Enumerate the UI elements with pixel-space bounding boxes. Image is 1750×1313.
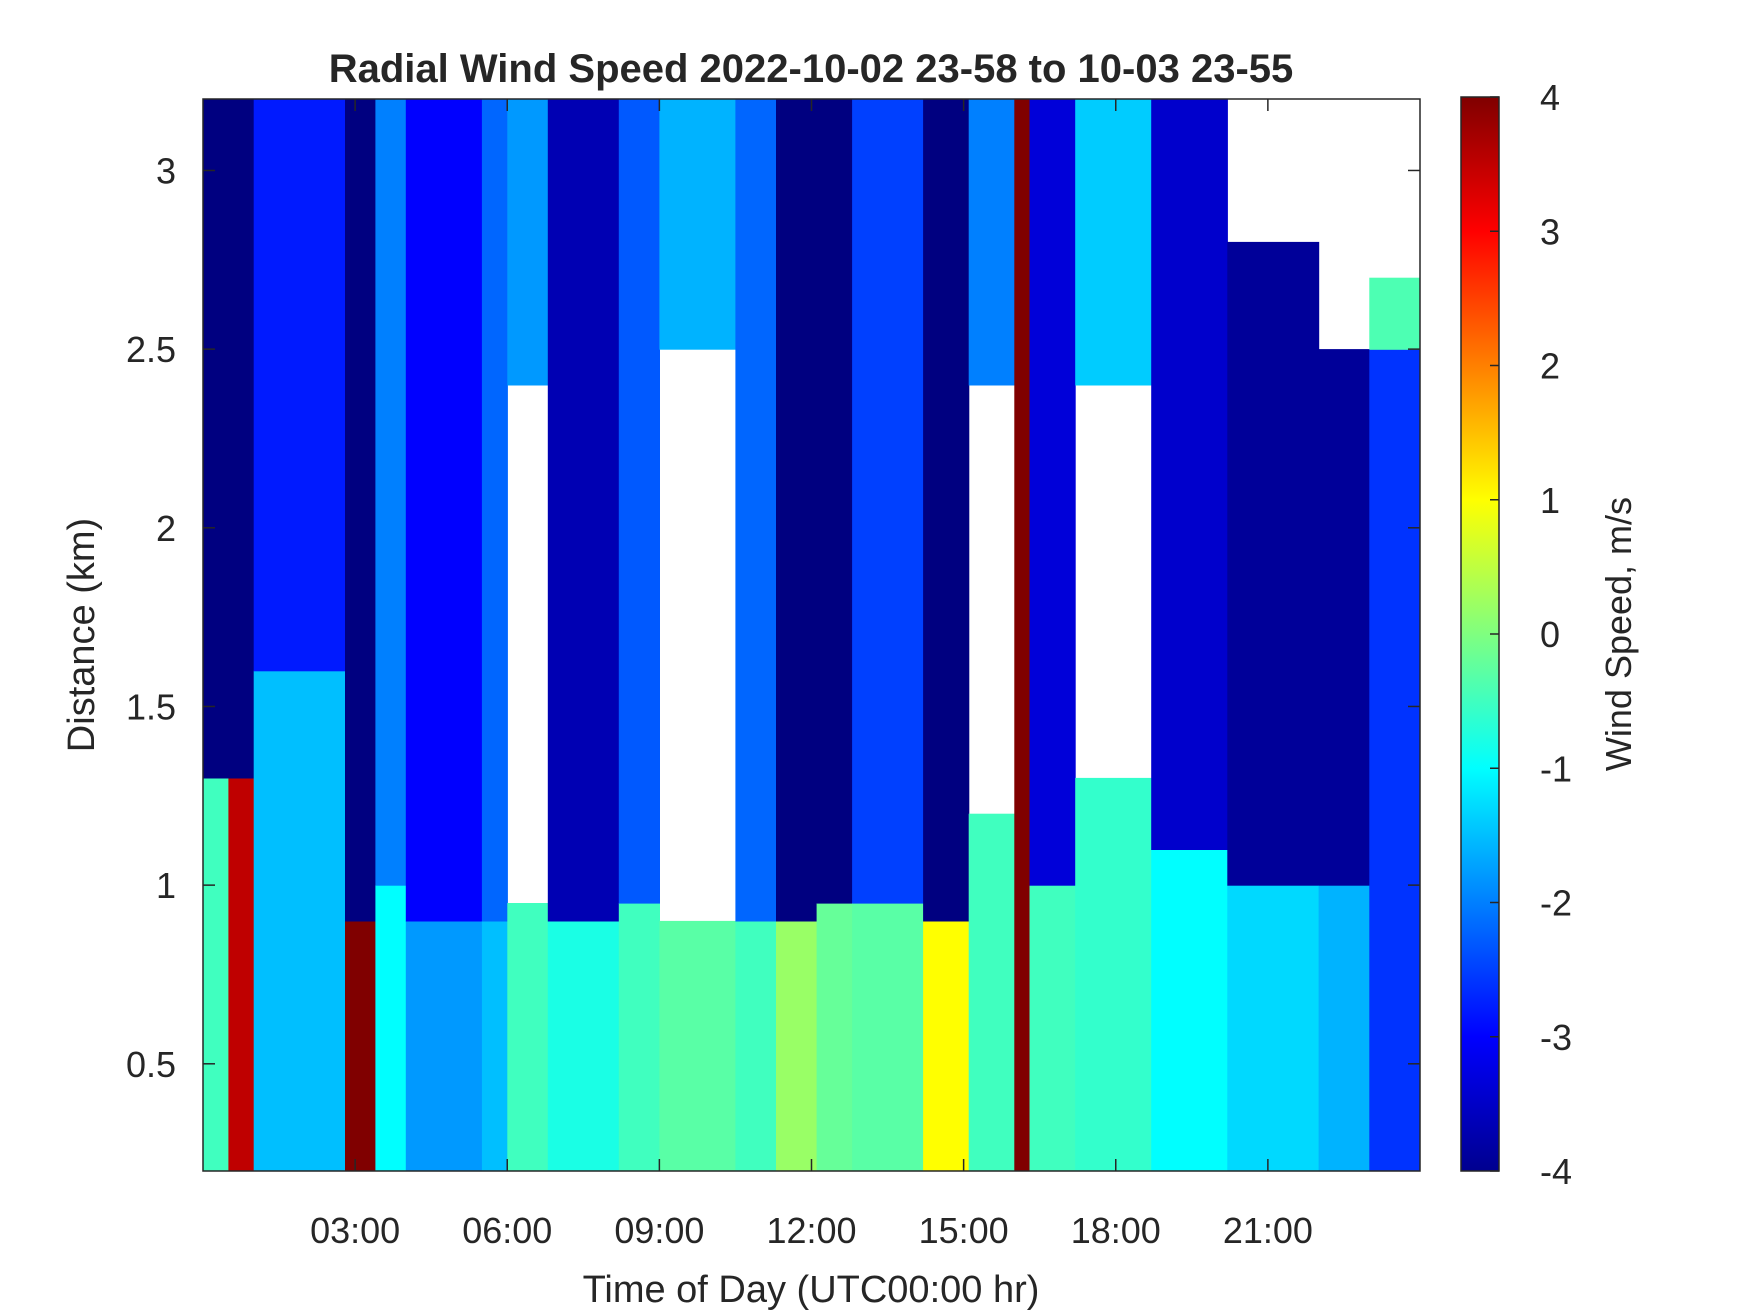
y-tick-label: 1.5 [126,686,176,727]
heatmap-cell [1075,99,1152,386]
heatmap-cell [203,99,229,779]
x-tick-label: 06:00 [462,1210,552,1251]
heatmap-cell [203,777,229,1171]
heatmap-cell [776,920,818,1171]
heatmap-cell [852,903,924,1171]
heatmap-cell [968,813,1015,1171]
heatmap-cell [375,99,407,886]
heatmap-cell [481,99,508,922]
y-tick-label: 1 [156,865,176,906]
heatmap-cell [1151,99,1228,850]
heatmap-cell [852,99,924,904]
heatmap-cell [228,777,255,1171]
heatmap-cell [345,99,376,922]
y-tick-label: 2.5 [126,329,176,370]
heatmap-cell [735,99,777,922]
colorbar-tick-label: -3 [1540,1017,1572,1058]
heatmap-cell [618,99,660,904]
heatmap-cell [923,920,970,1171]
y-tick-label: 0.5 [126,1044,176,1085]
colorbar-tick-label: 4 [1540,77,1560,118]
heatmap-cell [228,99,255,779]
heatmap-cell [1151,849,1228,1171]
x-axis-ticks: 03:00 06:00 09:00 12:00 15:00 18:00 21:00 [310,99,1313,1251]
heatmap-cell [816,903,853,1171]
heatmap-cell [507,99,549,386]
heatmap-cell [547,99,620,922]
x-tick-label: 12:00 [766,1210,856,1251]
heatmap-cell [1369,277,1420,350]
heatmap-cell [1318,885,1370,1171]
heatmap-cell [776,99,818,922]
y-tick-label: 3 [156,150,176,191]
heatmap-cell [659,920,737,1171]
x-tick-label: 18:00 [1071,1210,1161,1251]
y-axis-ticks: 0.5 1 1.5 2 2.5 3 [126,150,1420,1085]
heatmap-cell [1075,777,1152,1171]
heatmap-cell [1227,241,1320,886]
heatmap-cell [968,99,1015,386]
heatmap-cell [1029,885,1076,1171]
heatmap-cells [203,99,1420,1171]
colorbar-ticks: 4 3 2 1 0 -1 -2 -3 -4 [1490,77,1572,1192]
heatmap-cell [547,920,620,1171]
heatmap-cell [923,99,970,922]
heatmap-cell [253,670,346,1171]
colorbar-tick-label: 2 [1540,346,1560,387]
heatmap-cell [816,99,853,904]
heatmap-cell [659,99,737,350]
heatmap-cell [481,920,508,1171]
heatmap-cell [735,920,777,1171]
y-axis-label: Distance (km) [61,518,103,752]
heatmap-cell [405,99,483,922]
heatmap-cell [345,920,376,1171]
y-tick-label: 2 [156,508,176,549]
heatmap-cell [375,885,407,1171]
heatmap-cell [507,903,549,1171]
x-axis-label: Time of Day (UTC00:00 hr) [583,1269,1040,1311]
heatmap-cell [1014,99,1031,1171]
x-tick-label: 03:00 [310,1210,400,1251]
x-tick-label: 09:00 [614,1210,704,1251]
x-tick-label: 21:00 [1223,1210,1313,1251]
colorbar-tick-label: -4 [1540,1151,1572,1192]
colorbar-tick-label: 1 [1540,480,1560,521]
colorbar-tick-label: 3 [1540,211,1560,252]
colorbar-tick-label: 0 [1540,614,1560,655]
heatmap-cell [253,99,346,672]
colorbar-tick-label: -2 [1540,883,1572,924]
heatmap-cell [1318,349,1370,886]
x-tick-label: 15:00 [919,1210,1009,1251]
heatmap-cell [1029,99,1076,886]
colorbar-tick-label: -1 [1540,748,1572,789]
heatmap-cell [1369,349,1420,1171]
chart-title: Radial Wind Speed 2022-10-02 23-58 to 10… [329,47,1294,91]
heatmap-cell [618,903,660,1171]
heatmap-cell [405,920,483,1171]
heatmap-cell [1227,885,1320,1171]
colorbar-label: Wind Speed, m/s [1598,497,1639,771]
